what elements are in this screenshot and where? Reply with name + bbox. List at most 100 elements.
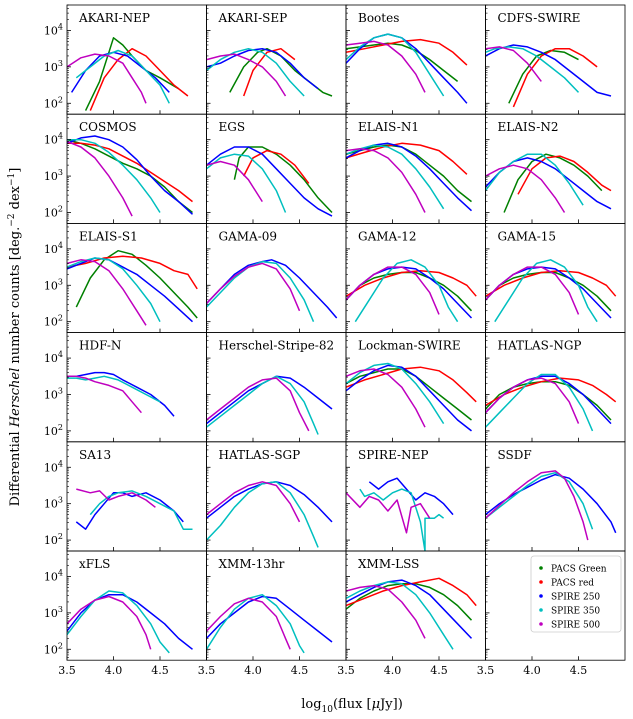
y-tick-label: 103 [44,59,63,74]
panel-title: Lockman-SWIRE [358,339,461,353]
series-line [346,142,468,175]
series-line [508,49,579,104]
panel-title: AKARI-SEP [218,11,288,25]
panel-frame [485,550,626,661]
series-line [67,371,175,417]
series-line [503,153,603,213]
legend-box [530,555,622,633]
series-line [346,368,472,421]
series-line [67,259,147,326]
y-tick-label: 103 [44,496,63,511]
panel: HATLAS-NGP [485,332,626,443]
series-line [346,362,445,425]
series-line [206,259,338,319]
series-line [346,148,426,213]
series-line [485,377,580,424]
panel-title: SPIRE-NEP [358,448,428,462]
y-tick-label: 102 [44,423,63,438]
x-tick-label: 3.5 [58,664,76,677]
panel: Bootes [345,4,486,115]
series-line [67,590,170,654]
series-line [67,257,161,323]
series-line [67,375,161,403]
series-line [67,375,142,414]
legend-label: PACS red [551,579,594,589]
series-line [346,366,477,403]
panel-title: SA13 [79,448,111,462]
panel: HATLAS-SGP [206,441,347,552]
series-line [67,53,147,104]
panel-title: HATLAS-NGP [498,339,582,353]
x-tick-label: 3.5 [337,664,355,677]
series-line [346,42,459,82]
series-line [206,47,319,90]
series-line [346,584,426,639]
series-line [67,142,193,203]
legend-label: SPIRE 350 [551,607,600,617]
series-line [346,266,440,315]
x-tick-label: 4.5 [570,664,588,677]
y-tick-label: 103 [44,277,63,292]
series-line [494,259,598,323]
legend-marker [539,580,543,584]
series-line [84,37,179,111]
x-tick-label: 4.5 [291,664,309,677]
legend-marker [539,622,543,626]
series-line [67,138,193,214]
y-tick-label: 104 [44,350,63,365]
series-line [346,368,426,428]
series-line [485,46,542,82]
panel-title: CDFS-SWIRE [498,11,581,25]
panel: ELAIS-S1 104 103 102 [44,222,207,333]
panel-title: Herschel-Stripe-82 [219,339,335,353]
series-line [67,595,152,650]
y-tick-label: 102 [44,95,63,110]
series-line [485,380,612,421]
series-line [354,259,459,323]
panel: EGS [206,113,347,224]
legend-label: SPIRE 500 [551,621,600,631]
panel-title: ELAIS-S1 [79,229,138,243]
series-line [206,377,310,432]
panel-title: Bootes [358,11,399,25]
panel: SPIRE-NEP [345,441,486,552]
series-line [485,266,580,315]
y-tick-label: 103 [44,168,63,183]
legend-label: SPIRE 250 [551,593,600,603]
series-line [242,47,296,97]
panel: xFLS 104 103 102 3.5 4.0 4.5 [44,550,207,677]
series-line [206,595,333,643]
series-line [485,470,589,541]
y-tick-label: 103 [44,386,63,401]
series-line [206,146,333,217]
series-line [346,33,445,97]
series-line [67,257,194,323]
series-line [206,262,301,312]
series-line [206,593,305,654]
panel: SSDF [485,441,626,552]
series-line [206,375,319,435]
y-tick-label: 102 [44,204,63,219]
series-line [75,249,198,319]
panel: GAMA-15 [485,222,626,333]
panel-title: EGS [219,120,246,134]
y-tick-label: 104 [44,459,63,474]
y-axis-label: Differential Herschel number counts [deg… [7,168,23,507]
series-line [517,155,612,195]
series-line [67,135,194,215]
panel: GAMA-12 [345,222,486,333]
legend-marker [539,566,543,570]
panel: AKARI-NEP 104 103 102 [44,4,207,115]
series-line [346,33,468,104]
panel-title: GAMA-15 [498,229,557,243]
panel-title: ELAIS-N1 [358,120,419,134]
x-axis-label: log10(flux [μJy]) [301,697,403,715]
series-line [485,269,617,297]
series-line [359,488,445,551]
panel-title: GAMA-09 [219,229,278,243]
panel: Herschel-Stripe-82 [206,332,347,443]
series-line [346,38,468,66]
series-line [485,373,594,432]
series-line [67,593,193,650]
y-tick-label: 103 [44,605,63,620]
